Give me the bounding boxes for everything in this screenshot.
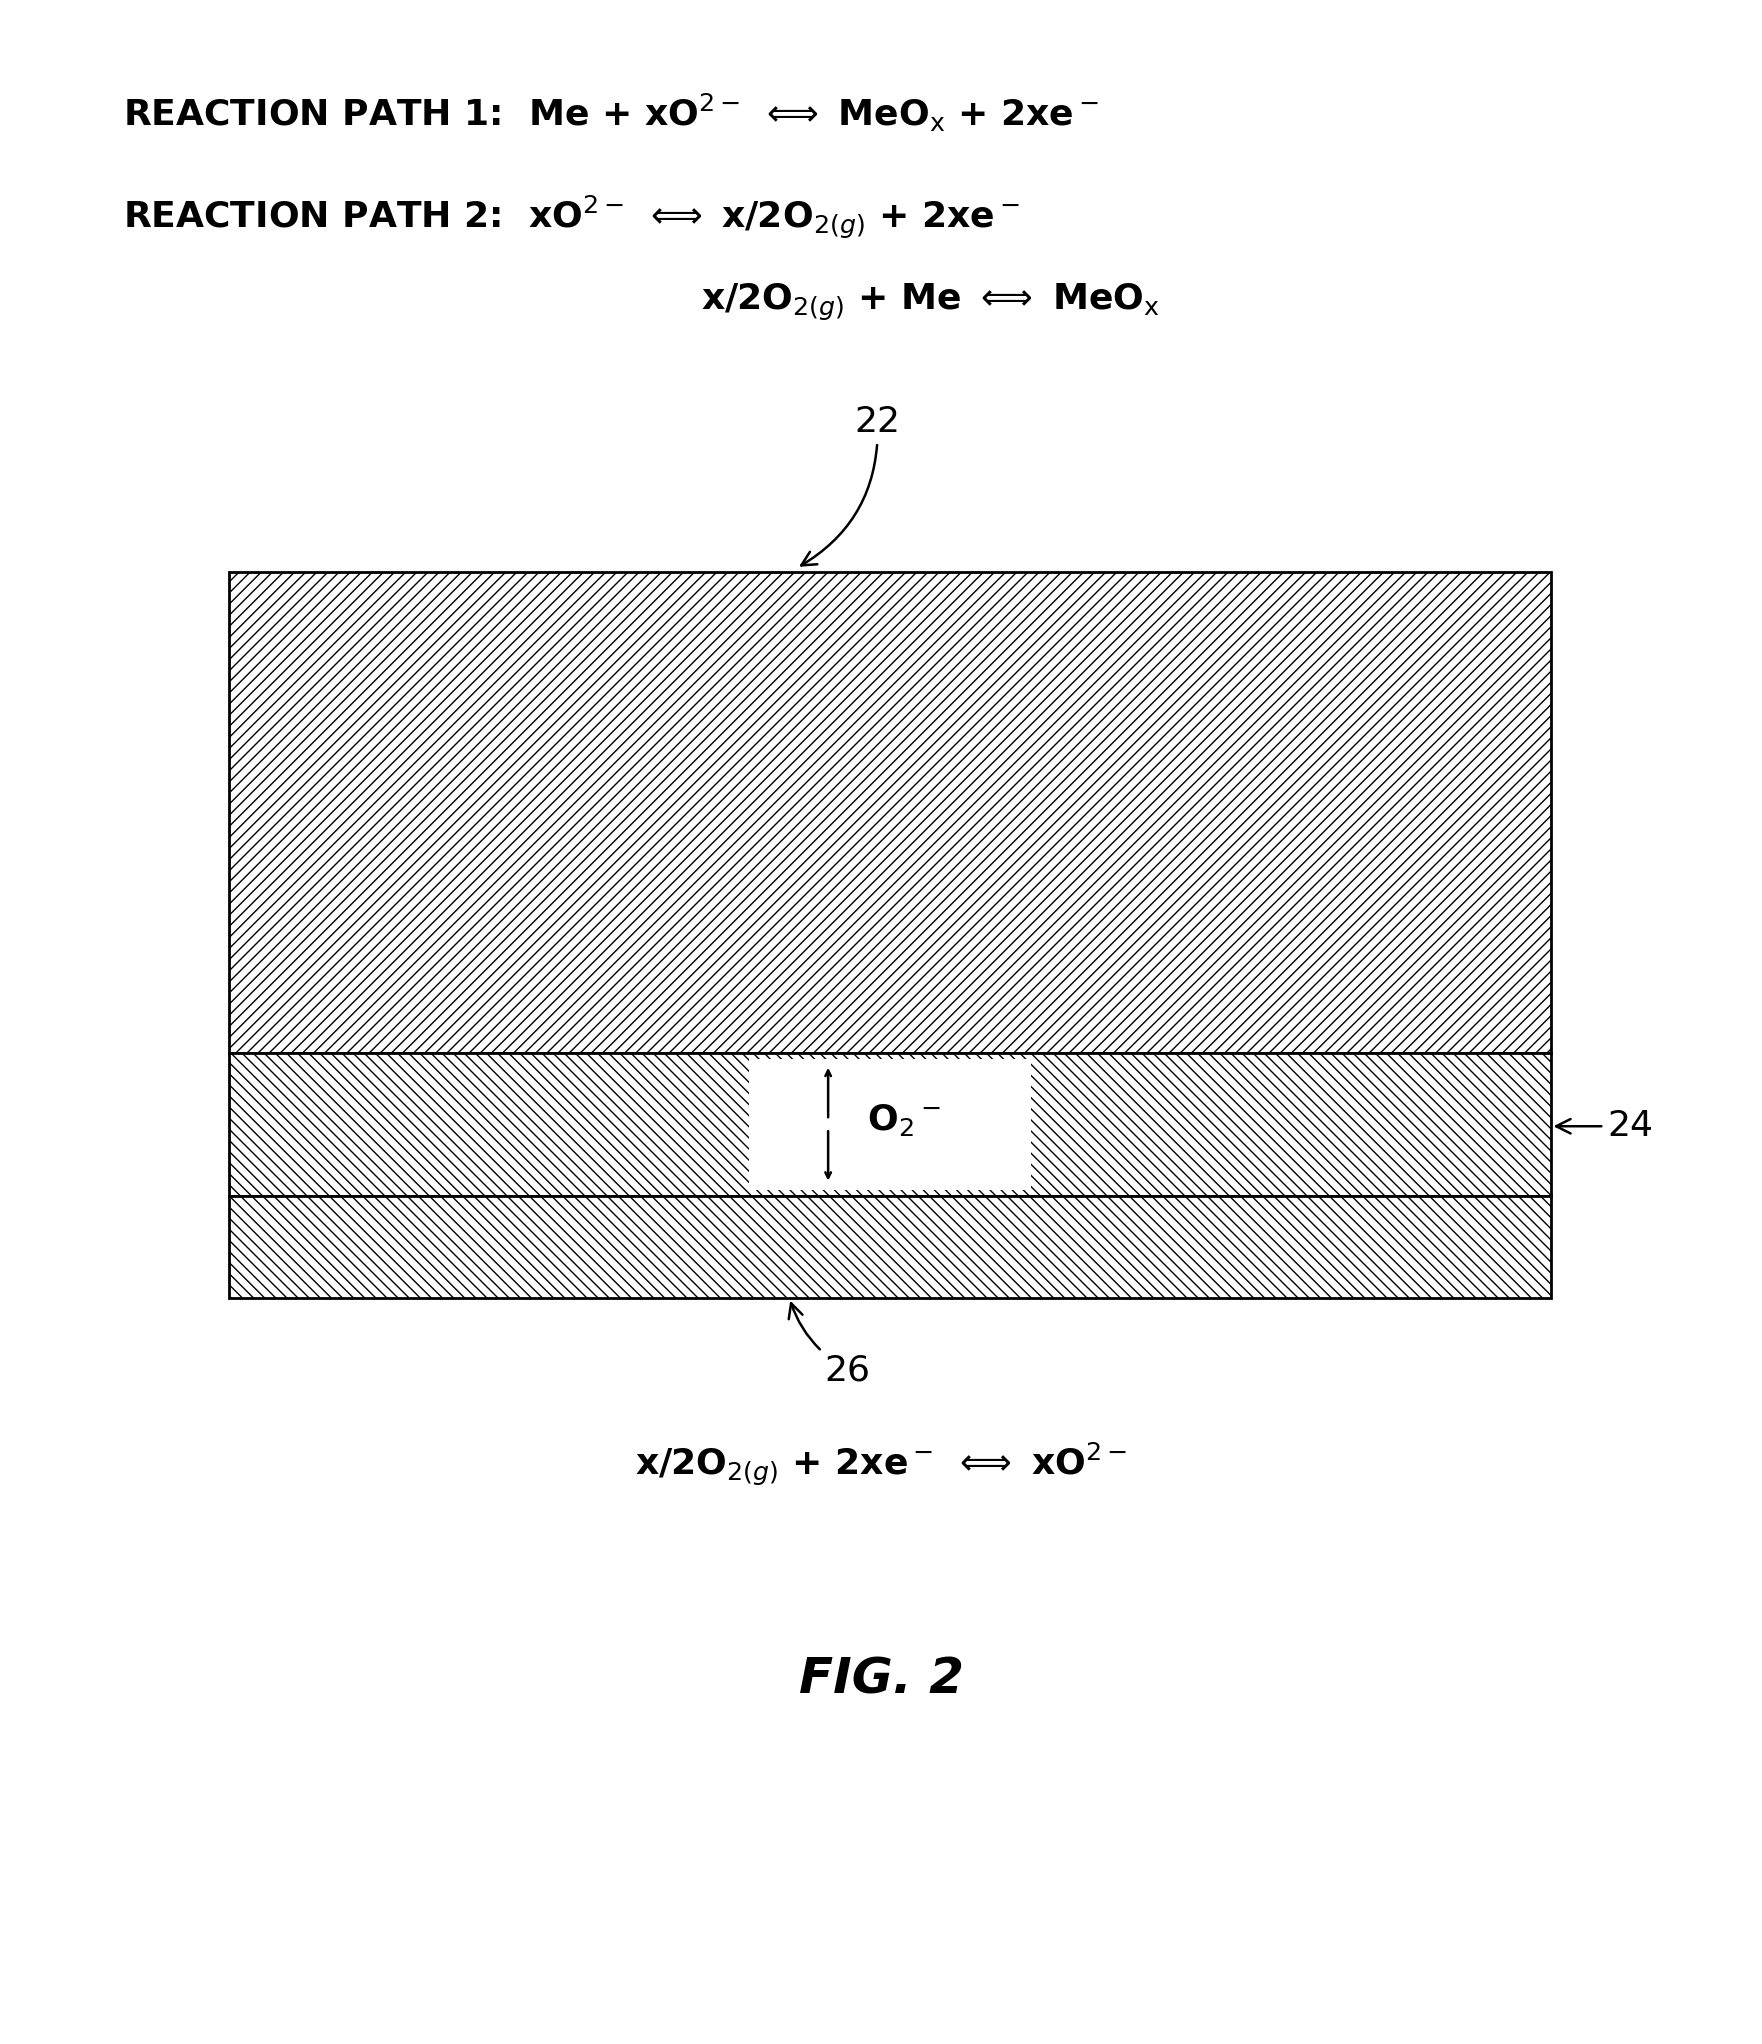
Bar <box>229 572 1551 1053</box>
Text: 26: 26 <box>789 1304 870 1388</box>
Text: 22: 22 <box>802 405 900 566</box>
Bar <box>229 1053 1551 1196</box>
Text: REACTION PATH 2:  xO$^{2-}$ $\Longleftrightarrow$ x/2O$_{2(g)}$ + 2xe$^-$: REACTION PATH 2: xO$^{2-}$ $\Longleftrig… <box>123 194 1020 241</box>
Text: O$_2$$^-$: O$_2$$^-$ <box>867 1102 941 1139</box>
Bar <box>229 1196 1551 1298</box>
Text: 24: 24 <box>1556 1110 1653 1143</box>
FancyBboxPatch shape <box>749 1059 1031 1190</box>
Text: REACTION PATH 1:  Me + xO$^{2-}$ $\Longleftrightarrow$ MeO$_{\sf x}$ + 2xe$^-$: REACTION PATH 1: Me + xO$^{2-}$ $\Longle… <box>123 92 1099 135</box>
Text: x/2O$_{2(g)}$ + Me $\Longleftrightarrow$ MeO$_{\sf x}$: x/2O$_{2(g)}$ + Me $\Longleftrightarrow$… <box>701 282 1159 323</box>
Text: FIG. 2: FIG. 2 <box>798 1656 964 1703</box>
Text: x/2O$_{2(g)}$ + 2xe$^-$ $\Longleftrightarrow$ xO$^{2-}$: x/2O$_{2(g)}$ + 2xe$^-$ $\Longleftrighta… <box>634 1441 1128 1488</box>
